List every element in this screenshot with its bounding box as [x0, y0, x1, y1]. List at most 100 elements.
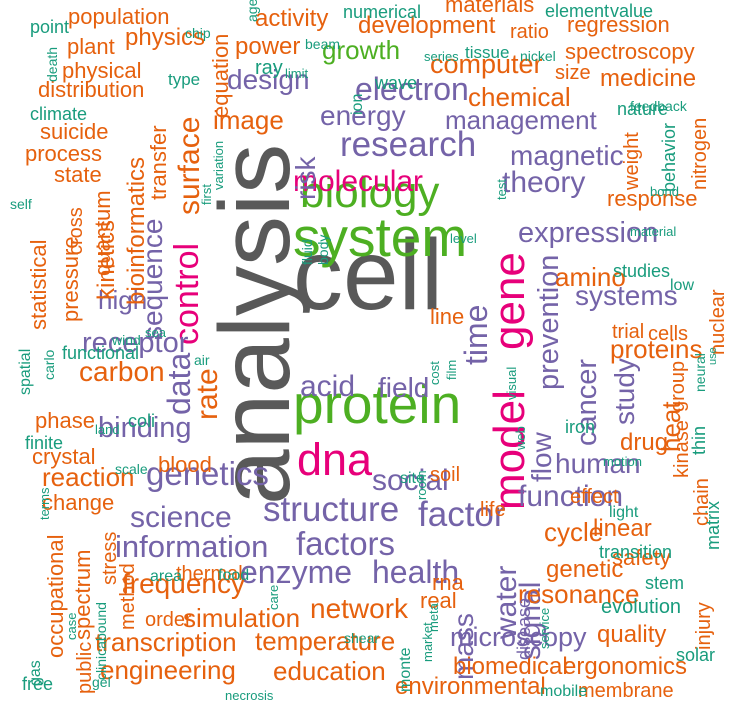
word-systems: systems: [575, 280, 678, 311]
word-regression: regression: [567, 12, 670, 37]
word-death: death: [44, 46, 60, 82]
word-cycle: cycle: [544, 517, 604, 547]
word-cell: cell: [293, 219, 444, 331]
word-ion: ion: [349, 93, 366, 115]
word-genetics: genetics: [146, 455, 269, 492]
word-sea: sea: [145, 325, 166, 340]
word-disease: disease: [514, 597, 534, 660]
word-finite: finite: [25, 433, 64, 453]
word-land: land: [95, 422, 120, 437]
word-image: image: [213, 105, 284, 135]
word-climate: climate: [30, 104, 88, 124]
word-free: free: [22, 674, 54, 694]
word-resonance: resonance: [518, 579, 640, 609]
word-rate: rate: [191, 368, 224, 420]
word-linear: linear: [593, 515, 652, 542]
word-amino: amino: [555, 262, 626, 292]
word-nuclear: nuclear: [707, 289, 729, 355]
word-temperature: temperature: [255, 626, 396, 656]
word-tissue: tissue: [465, 43, 510, 62]
word-proteins: proteins: [610, 334, 703, 364]
word-membrane: membrane: [578, 680, 674, 702]
word-transfer: transfer: [146, 125, 171, 200]
word-bound: bound: [93, 602, 109, 641]
word-care: care: [266, 584, 281, 610]
word-wave: wave: [375, 73, 418, 93]
word-network: network: [310, 593, 409, 624]
word-blood: blood: [158, 452, 212, 477]
word-human: human: [555, 448, 641, 479]
word-evolution: evolution: [601, 596, 682, 618]
word-theory: theory: [502, 166, 586, 199]
word-design: design: [227, 64, 310, 95]
word-visual: visual: [504, 366, 519, 400]
word-quantum: quantum: [90, 190, 115, 276]
word-expression: expression: [518, 217, 659, 249]
word-site: site: [400, 470, 425, 487]
word-variation: variation: [211, 140, 226, 190]
word-food: food: [218, 567, 250, 584]
word-development: development: [358, 12, 496, 39]
word-reaction: reaction: [42, 462, 135, 492]
word-biology: biology: [300, 168, 440, 217]
word-low: low: [670, 277, 695, 294]
word-cost: cost: [427, 361, 442, 385]
word-ergonomics: ergonomics: [563, 653, 688, 680]
word-coli: coli: [128, 411, 156, 431]
word-neural: neural: [692, 353, 708, 392]
word-carbon: carbon: [79, 356, 165, 387]
word-engineering: engineering: [100, 655, 236, 685]
word-limit: limit: [285, 66, 309, 81]
word-receptor: receptor: [82, 327, 189, 359]
word-enzyme: enzyme: [240, 554, 353, 590]
word-beam: beam: [305, 36, 341, 52]
word-soil: soil: [430, 464, 461, 486]
word-chemical: chemical: [468, 82, 571, 112]
word-gene: gene: [485, 252, 534, 350]
word-crystal: crystal: [32, 444, 96, 469]
word-bond: bond: [650, 184, 679, 199]
word-method: method: [117, 563, 139, 630]
word-safety: safety: [612, 545, 671, 570]
word-effect: effect: [570, 486, 619, 508]
word-phase: phase: [35, 408, 95, 433]
word-use: use: [707, 347, 719, 365]
word-protein: protein: [293, 373, 462, 435]
word-web: web: [513, 426, 528, 450]
word-risk: risk: [290, 156, 321, 200]
word-high: high: [98, 285, 148, 315]
word-pressure: pressure: [58, 236, 83, 322]
word-solar: solar: [676, 645, 716, 665]
word-electron: electron: [355, 71, 469, 107]
word-thin: thin: [689, 425, 709, 455]
word-education: education: [273, 656, 386, 686]
word-air: air: [194, 352, 210, 368]
word-line: line: [430, 304, 465, 329]
word-group: group: [667, 360, 689, 412]
word-cells: cells: [648, 323, 689, 345]
word-power: power: [235, 33, 301, 60]
word-chip: chip: [185, 25, 211, 41]
word-nickel: nickel: [520, 48, 556, 64]
word-behavior: behavior: [659, 122, 679, 192]
word-environmental: environmental: [395, 673, 546, 700]
word-material: material: [630, 224, 677, 239]
word-information: information: [115, 529, 269, 564]
word-case: case: [64, 612, 79, 640]
word-plant: plant: [67, 34, 115, 59]
word-iron: iron: [565, 417, 596, 437]
word-medicine: medicine: [600, 65, 697, 92]
word-factor: factor: [418, 495, 506, 534]
word-real: real: [420, 588, 457, 613]
word-activity: activity: [255, 5, 329, 32]
word-wind: wind: [112, 332, 141, 348]
word-nature: nature: [617, 99, 669, 119]
word-size: size: [555, 62, 591, 84]
word-injury: injury: [693, 602, 715, 650]
word-level: level: [450, 231, 477, 246]
word-genetic: genetic: [546, 556, 624, 583]
word-series: series: [424, 49, 459, 64]
word-science: science: [130, 501, 232, 534]
word-fluid: fluid: [299, 239, 315, 265]
